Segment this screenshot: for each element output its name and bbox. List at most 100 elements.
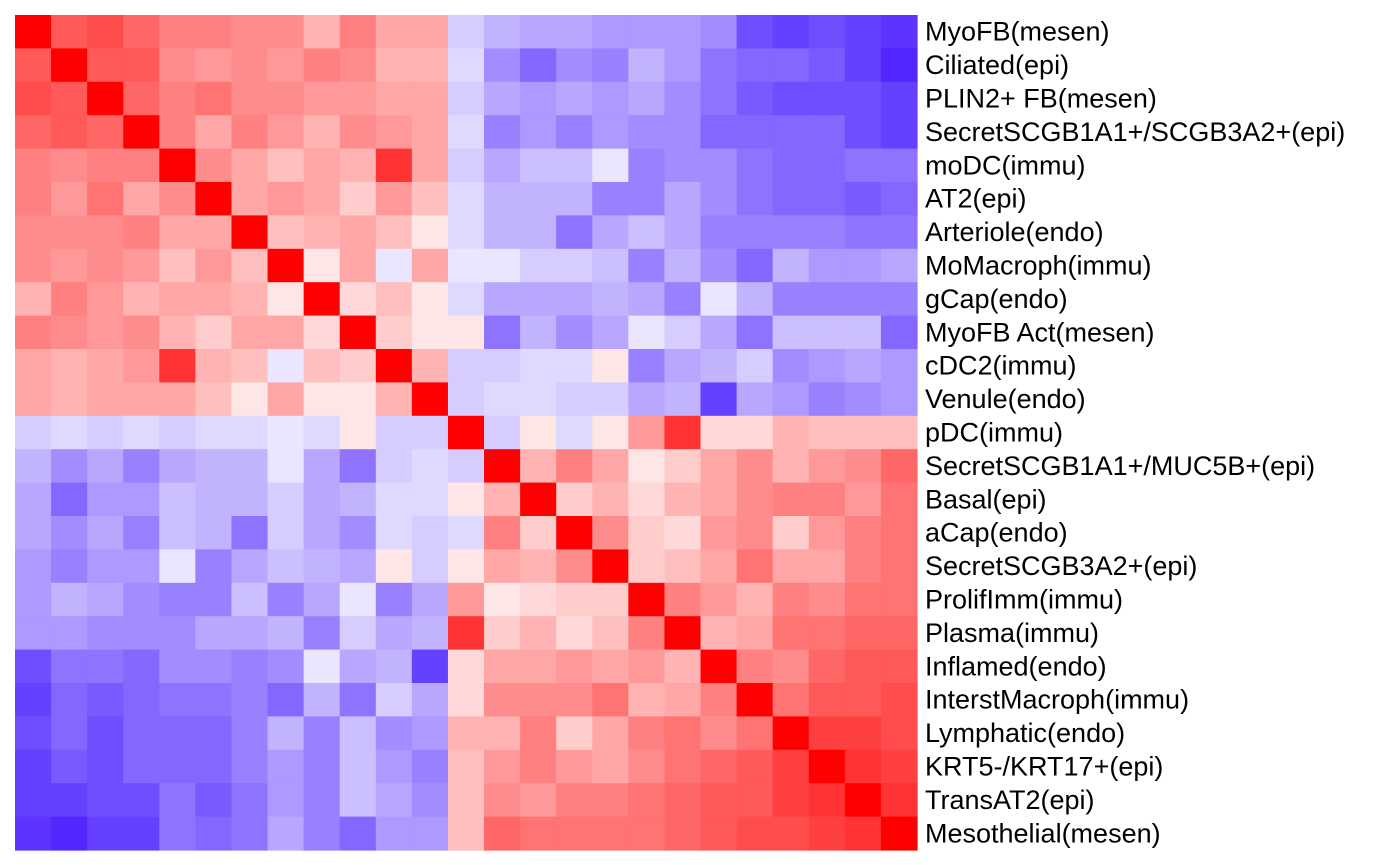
heatmap-cell bbox=[339, 315, 377, 350]
heatmap-cell bbox=[700, 749, 738, 784]
heatmap-cell bbox=[772, 649, 810, 684]
heatmap-cell bbox=[484, 81, 521, 116]
heatmap-cell bbox=[736, 248, 774, 283]
heatmap-cell bbox=[880, 549, 918, 584]
heatmap-cell bbox=[484, 415, 521, 450]
heatmap-cell bbox=[880, 649, 918, 684]
heatmap-cell bbox=[592, 716, 629, 751]
heatmap-cell bbox=[339, 683, 377, 717]
heatmap-cell bbox=[51, 683, 88, 717]
heatmap-cell bbox=[51, 215, 88, 250]
heatmap-cell bbox=[195, 616, 233, 651]
heatmap-cell bbox=[447, 582, 485, 617]
heatmap-cell bbox=[159, 582, 196, 617]
heatmap-cell bbox=[700, 315, 738, 350]
heatmap-cell bbox=[51, 549, 88, 584]
heatmap-cell bbox=[592, 48, 629, 83]
heatmap-cell bbox=[159, 716, 196, 751]
heatmap-cell bbox=[123, 616, 160, 651]
heatmap-cell bbox=[411, 349, 449, 383]
heatmap-cell bbox=[700, 582, 738, 617]
heatmap-cell bbox=[592, 182, 629, 216]
heatmap-cell bbox=[844, 816, 882, 851]
heatmap-cell bbox=[51, 81, 88, 116]
heatmap-cell bbox=[844, 48, 882, 83]
heatmap-cell bbox=[231, 516, 269, 550]
heatmap-cell bbox=[447, 315, 485, 350]
heatmap-cell bbox=[628, 449, 666, 484]
heatmap-cell bbox=[844, 683, 882, 717]
heatmap-cell bbox=[447, 382, 485, 417]
heatmap-cell bbox=[411, 382, 449, 417]
heatmap-cell bbox=[556, 549, 593, 584]
heatmap-cell bbox=[231, 248, 269, 283]
heatmap-cell bbox=[411, 15, 449, 49]
heatmap-cell bbox=[411, 415, 449, 450]
heatmap-cell bbox=[700, 683, 738, 717]
heatmap-cell bbox=[664, 148, 702, 183]
heatmap-cell bbox=[447, 816, 485, 851]
heatmap-cell bbox=[484, 382, 521, 417]
heatmap-cell bbox=[628, 749, 666, 784]
heatmap-cell bbox=[159, 182, 196, 216]
heatmap-cell bbox=[880, 215, 918, 250]
heatmap-cell bbox=[520, 549, 557, 584]
heatmap-cell bbox=[772, 449, 810, 484]
heatmap-cell bbox=[51, 649, 88, 684]
heatmap-cell bbox=[375, 349, 413, 383]
heatmap-cell bbox=[339, 449, 377, 484]
heatmap-cell bbox=[51, 415, 88, 450]
heatmap-cell bbox=[123, 549, 160, 584]
heatmap-cell bbox=[303, 783, 341, 818]
heatmap-cell bbox=[772, 482, 810, 517]
heatmap-cell bbox=[87, 148, 124, 183]
heatmap-cell bbox=[592, 81, 629, 116]
heatmap-cell bbox=[772, 215, 810, 250]
heatmap-cell bbox=[123, 148, 160, 183]
heatmap-cell bbox=[87, 449, 124, 484]
heatmap-cell bbox=[339, 816, 377, 851]
heatmap-cell bbox=[808, 683, 846, 717]
heatmap-cell bbox=[736, 48, 774, 83]
heatmap-cell bbox=[159, 215, 196, 250]
heatmap-cell bbox=[267, 282, 305, 317]
heatmap-cell bbox=[772, 349, 810, 383]
heatmap-cell bbox=[303, 649, 341, 684]
heatmap-cell bbox=[808, 148, 846, 183]
heatmap-cell bbox=[375, 516, 413, 550]
heatmap-cell bbox=[195, 349, 233, 383]
heatmap-cell bbox=[592, 115, 629, 150]
heatmap-cell bbox=[15, 783, 52, 818]
heatmap-cell bbox=[736, 649, 774, 684]
heatmap-cell bbox=[267, 81, 305, 116]
heatmap-cell bbox=[664, 716, 702, 751]
heatmap-cell bbox=[484, 716, 521, 751]
heatmap-cell bbox=[700, 549, 738, 584]
heatmap-cell bbox=[267, 115, 305, 150]
heatmap-cells bbox=[15, 15, 918, 851]
heatmap-cell bbox=[736, 616, 774, 651]
heatmap-cell bbox=[339, 582, 377, 617]
heatmap-cell bbox=[556, 248, 593, 283]
heatmap-cell bbox=[664, 349, 702, 383]
heatmap-cell bbox=[880, 449, 918, 484]
heatmap-cell bbox=[87, 516, 124, 550]
heatmap-cell bbox=[87, 716, 124, 751]
heatmap-cell bbox=[736, 716, 774, 751]
heatmap-cell bbox=[700, 148, 738, 183]
heatmap-cell bbox=[628, 248, 666, 283]
heatmap-cell bbox=[628, 649, 666, 684]
heatmap-cell bbox=[592, 482, 629, 517]
heatmap-cell bbox=[411, 582, 449, 617]
heatmap-cell bbox=[772, 48, 810, 83]
heatmap-cell bbox=[700, 482, 738, 517]
heatmap-cell bbox=[664, 81, 702, 116]
row-label: Basal(epi) bbox=[925, 484, 1047, 514]
heatmap-cell bbox=[700, 115, 738, 150]
heatmap-cell bbox=[231, 349, 269, 383]
heatmap-cell bbox=[664, 182, 702, 216]
heatmap-cell bbox=[303, 315, 341, 350]
heatmap-cell bbox=[339, 783, 377, 818]
heatmap-cell bbox=[123, 415, 160, 450]
heatmap-cell bbox=[556, 482, 593, 517]
